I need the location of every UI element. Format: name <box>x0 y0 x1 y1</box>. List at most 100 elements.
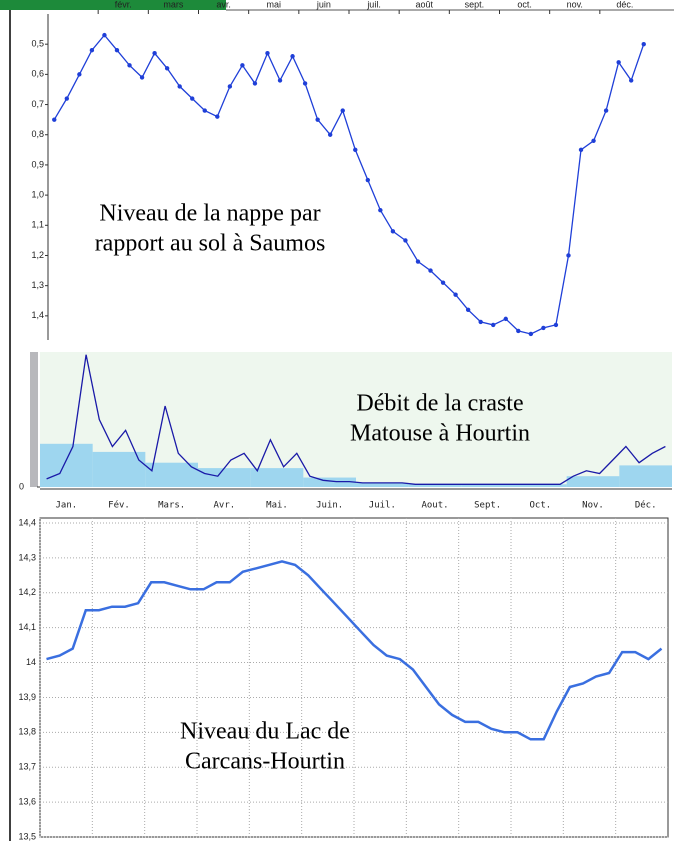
y-tick-label: 1,2 <box>31 250 44 260</box>
y-tick-label: 14,2 <box>18 587 36 597</box>
data-point <box>541 325 546 331</box>
data-point <box>528 331 534 337</box>
data-point <box>491 322 496 328</box>
y-tick-label: 14,1 <box>18 622 36 632</box>
x-tick-label: févr. <box>115 0 132 9</box>
x-tick-label: Oct. <box>529 501 551 511</box>
bar <box>250 468 304 487</box>
y-tick-label: 1,1 <box>31 220 44 230</box>
y-axis-strip <box>30 352 38 487</box>
data-point <box>415 259 421 264</box>
data-point <box>265 51 270 56</box>
x-tick-label: Sept. <box>474 501 501 511</box>
data-point <box>428 268 433 273</box>
x-tick-label: août <box>415 0 433 9</box>
data-point <box>578 147 584 153</box>
y-tick-label: 0,7 <box>31 99 44 109</box>
x-tick-label: Mars. <box>158 501 185 511</box>
x-tick-label: sept. <box>465 0 485 9</box>
x-tick-label: Aout. <box>421 501 448 511</box>
y-tick-label: 0,8 <box>31 129 44 139</box>
data-point <box>465 307 471 313</box>
data-point <box>603 108 609 113</box>
data-point <box>52 117 57 122</box>
y-tick-label: 0 <box>19 481 24 491</box>
y-tick-label: 14,3 <box>18 552 36 562</box>
x-tick-label: Déc. <box>635 500 657 511</box>
x-tick-label: oct. <box>517 0 532 9</box>
y-tick-label: 14,4 <box>18 517 36 527</box>
data-point <box>77 72 82 77</box>
x-tick-label: Avr. <box>213 501 235 511</box>
data-point <box>440 280 446 285</box>
data-line <box>46 560 663 741</box>
data-point <box>202 108 207 113</box>
y-tick-label: 13,5 <box>18 831 36 841</box>
x-tick-label: Mai. <box>266 501 288 511</box>
data-point <box>453 292 458 297</box>
data-point <box>616 60 621 65</box>
x-tick-label: mai <box>266 0 281 9</box>
data-point <box>403 238 408 243</box>
data-point <box>290 54 295 59</box>
bar <box>198 468 251 487</box>
bar <box>514 484 567 487</box>
y-tick-label: 13,7 <box>18 762 36 772</box>
x-tick-label: juin <box>316 0 331 9</box>
x-tick-label: avr. <box>216 0 231 9</box>
x-tick-label: Fév. <box>108 500 130 511</box>
data-point <box>164 66 170 71</box>
data-line <box>53 34 645 335</box>
data-point <box>177 84 182 89</box>
data-point <box>553 322 559 328</box>
x-tick-label: mars <box>163 0 183 9</box>
y-tick-label: 13,6 <box>18 796 36 806</box>
y-tick-label: 0,9 <box>31 159 44 169</box>
data-point <box>190 96 195 101</box>
bar <box>303 477 356 487</box>
annotation: Niveau du Lac de <box>180 719 350 745</box>
data-point <box>641 41 646 47</box>
y-tick-label: 13,8 <box>18 727 36 737</box>
bar <box>619 465 672 487</box>
data-point <box>227 84 233 89</box>
data-point <box>277 78 283 83</box>
annotation: Carcans-Hourtin <box>185 749 345 775</box>
data-point <box>478 319 483 325</box>
annotation: Matouse à Hourtin <box>350 421 530 447</box>
x-tick-label: Nov. <box>582 501 604 511</box>
data-point <box>628 78 634 83</box>
data-point <box>152 51 157 56</box>
x-tick-label: nov. <box>567 0 583 9</box>
data-point <box>390 229 396 234</box>
data-point <box>302 81 308 86</box>
bar <box>145 462 198 487</box>
bar <box>408 484 462 487</box>
data-point <box>591 138 596 143</box>
data-point <box>378 208 383 213</box>
data-point <box>503 316 508 322</box>
data-point <box>252 81 258 86</box>
bar <box>92 451 146 487</box>
data-point <box>139 75 145 80</box>
bar <box>40 443 93 487</box>
bar <box>461 484 514 487</box>
data-point <box>102 32 107 38</box>
data-point <box>215 114 220 119</box>
header-bar <box>0 0 226 10</box>
data-point <box>566 253 571 258</box>
data-point <box>516 328 521 334</box>
x-tick-label: juil. <box>366 0 381 9</box>
data-point <box>365 177 371 183</box>
data-point <box>353 147 358 153</box>
x-tick-label: Jan. <box>55 501 77 511</box>
annotation: Niveau de la nappe par <box>99 201 320 227</box>
data-point <box>315 117 320 122</box>
y-tick-label: 1,4 <box>31 310 44 320</box>
y-tick-label: 1,0 <box>31 189 44 199</box>
y-tick-label: 14 <box>26 657 36 667</box>
data-point <box>89 48 95 53</box>
y-tick-label: 1,3 <box>31 280 44 290</box>
data-point <box>127 63 132 68</box>
